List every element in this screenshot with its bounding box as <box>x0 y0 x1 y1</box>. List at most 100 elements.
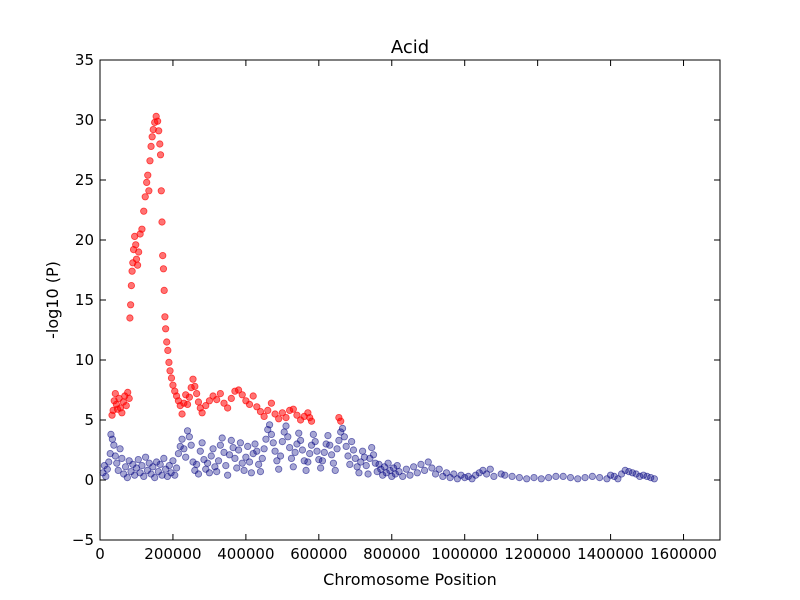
data-point <box>342 442 350 450</box>
data-point <box>295 429 303 437</box>
data-point <box>453 475 462 483</box>
data-point <box>632 470 640 478</box>
data-point <box>183 400 192 408</box>
x-tick-label: 200000 <box>144 545 201 563</box>
data-point <box>337 417 345 425</box>
x-tick-label: 0 <box>95 545 105 563</box>
data-point <box>428 464 436 472</box>
data-point <box>249 392 257 400</box>
data-point <box>258 454 266 462</box>
data-point <box>236 439 245 447</box>
y-tick-label: 5 <box>84 411 94 429</box>
data-point <box>262 435 270 443</box>
data-point <box>327 451 336 459</box>
data-point <box>596 473 604 482</box>
y-tick-label: 20 <box>75 231 94 249</box>
data-point <box>337 428 345 436</box>
data-point <box>123 473 131 482</box>
data-point <box>200 455 208 464</box>
data-point <box>271 410 279 418</box>
data-point <box>209 445 217 453</box>
data-point <box>574 475 582 483</box>
data-point <box>450 470 458 478</box>
data-point <box>501 471 509 479</box>
data-point <box>147 142 155 150</box>
data-point <box>311 437 319 446</box>
data-point <box>275 465 283 473</box>
data-point <box>141 193 149 201</box>
data-point <box>368 443 376 452</box>
data-point <box>273 457 281 465</box>
data-point <box>329 459 338 467</box>
data-point <box>183 427 192 435</box>
data-point <box>417 460 425 468</box>
data-point <box>603 475 611 483</box>
data-point <box>267 430 276 438</box>
data-point <box>293 411 301 419</box>
data-point <box>160 286 168 294</box>
data-point <box>103 465 111 473</box>
data-point <box>165 461 173 470</box>
data-point <box>171 471 179 479</box>
data-point <box>324 431 332 440</box>
data-point <box>490 472 498 480</box>
data-point <box>559 472 567 480</box>
points-layer <box>99 112 658 483</box>
data-point <box>187 441 195 449</box>
data-point <box>193 460 201 468</box>
data-point <box>278 437 286 446</box>
data-point <box>165 358 173 366</box>
data-point <box>333 445 341 453</box>
data-point <box>143 178 151 186</box>
data-point <box>125 394 133 402</box>
data-point <box>121 463 130 471</box>
data-point <box>276 452 285 460</box>
data-point <box>156 140 164 148</box>
data-point <box>138 225 146 233</box>
data-point <box>255 460 263 468</box>
data-point <box>287 454 296 462</box>
data-point <box>275 415 283 423</box>
data-point <box>256 407 265 416</box>
data-point <box>240 466 248 474</box>
data-point <box>468 475 476 483</box>
data-point <box>224 471 232 479</box>
data-point <box>167 374 176 382</box>
data-point <box>391 470 400 478</box>
data-point <box>331 466 339 474</box>
data-point <box>402 465 410 473</box>
data-point <box>110 441 118 449</box>
data-point <box>313 447 321 455</box>
data-point <box>138 461 146 470</box>
data-point <box>189 375 197 383</box>
data-point <box>360 453 369 461</box>
data-point <box>346 460 354 468</box>
data-point <box>307 417 316 425</box>
data-point <box>118 454 126 462</box>
y-axis-label: -log10 (P) <box>43 261 62 339</box>
data-point <box>213 467 221 476</box>
data-point <box>431 470 440 478</box>
data-point <box>260 445 268 453</box>
data-point <box>302 466 310 474</box>
data-point <box>124 388 132 396</box>
data-point <box>216 389 224 398</box>
data-point <box>134 455 142 464</box>
data-point <box>118 409 126 417</box>
data-point <box>105 458 113 466</box>
data-point <box>439 472 447 480</box>
data-point <box>132 241 140 249</box>
data-point <box>146 157 154 165</box>
data-point <box>159 252 167 260</box>
data-point <box>162 465 170 473</box>
data-point <box>335 436 343 444</box>
data-point <box>610 472 618 480</box>
data-point <box>178 435 186 443</box>
data-point <box>189 458 197 466</box>
data-point <box>191 382 199 390</box>
data-point <box>169 457 177 465</box>
data-point <box>357 458 365 466</box>
data-point <box>379 471 387 479</box>
data-point <box>245 458 254 466</box>
data-point <box>231 454 239 462</box>
